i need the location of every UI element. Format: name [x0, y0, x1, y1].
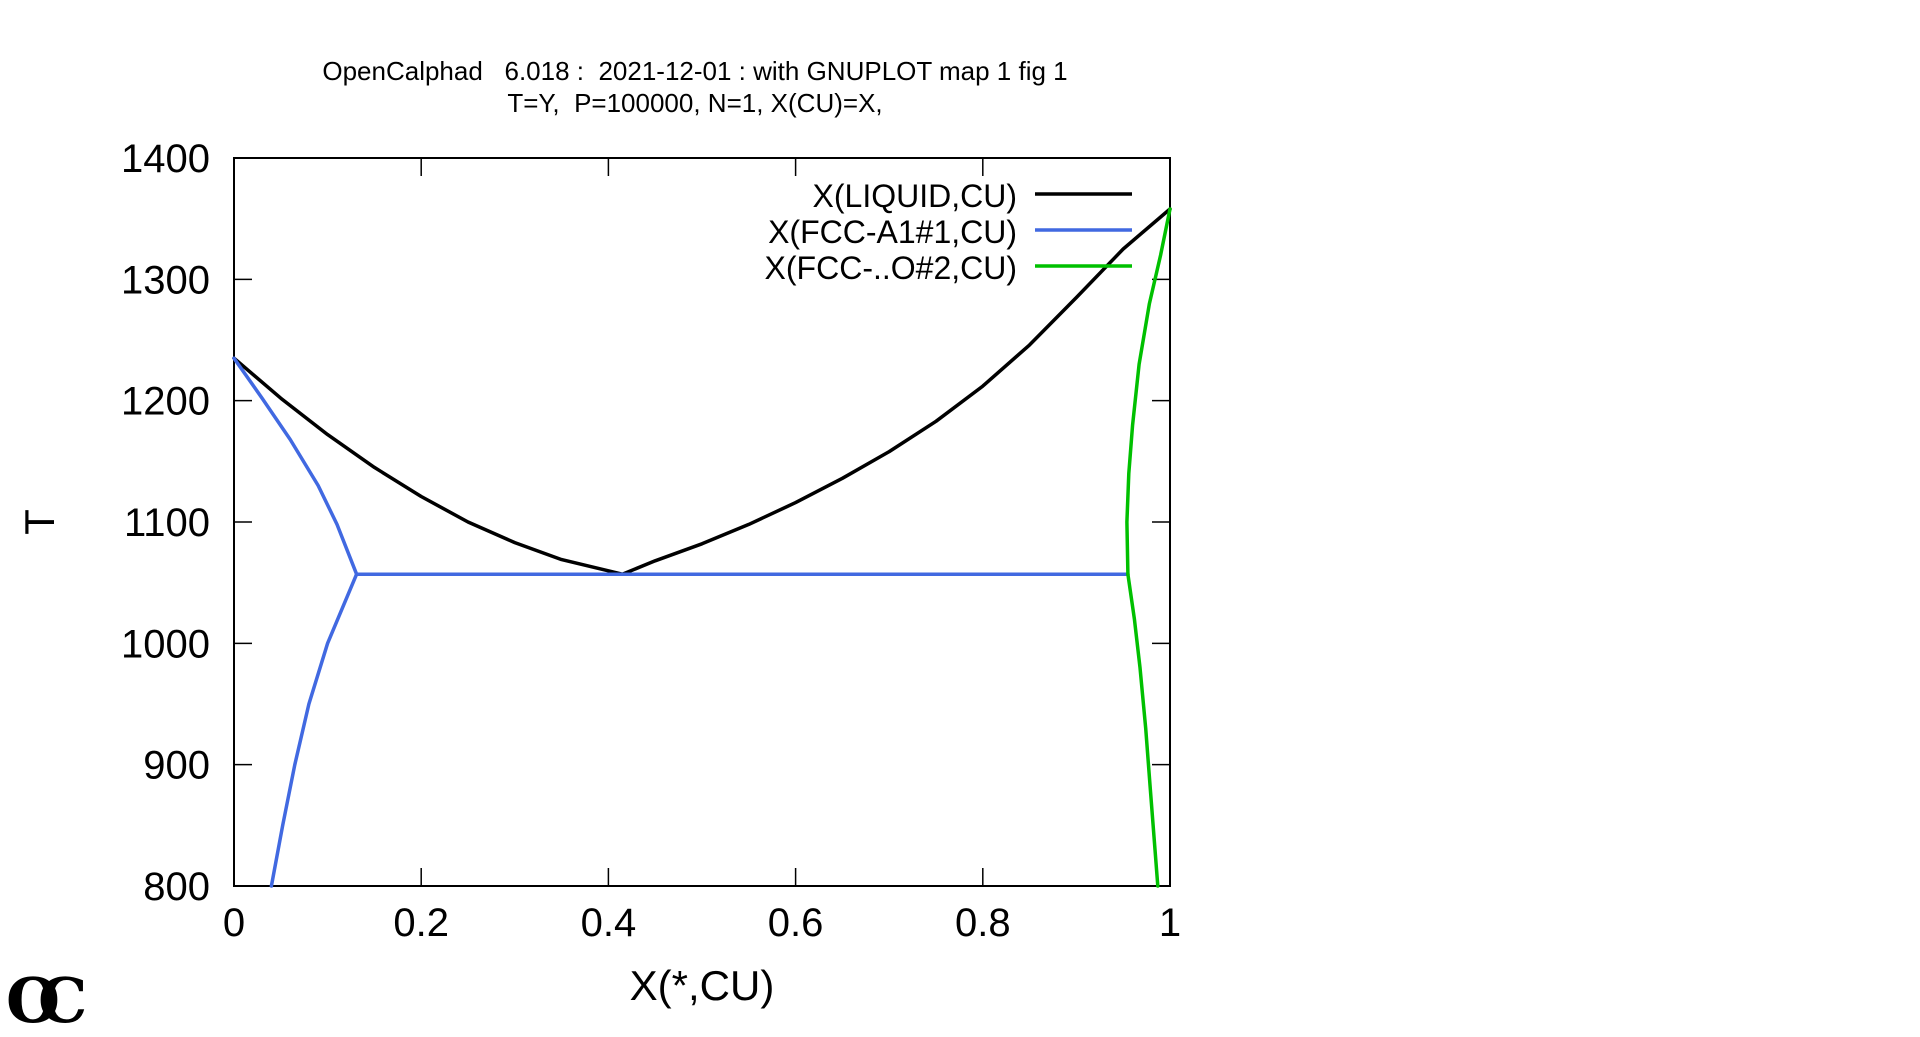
- series-line-3-segment-2: [1126, 572, 1160, 888]
- legend-label-2: X(FCC-A1#1,CU): [768, 214, 1017, 250]
- x-tick-label: 0.4: [581, 901, 637, 945]
- opencalphad-logo: OC: [6, 964, 87, 1037]
- y-tick-label: 1300: [121, 258, 210, 302]
- chart-subtitle: T=Y, P=100000, N=1, X(CU)=X,: [507, 88, 883, 118]
- x-tick-label: 0.2: [393, 901, 449, 945]
- series-line-2-segment-2: [269, 572, 359, 888]
- legend-label-3: X(FCC-..O#2,CU): [765, 250, 1017, 286]
- y-tick-label: 1000: [121, 622, 210, 666]
- x-tick-label: 0.6: [768, 901, 824, 945]
- x-tick-label: 0: [223, 901, 245, 945]
- y-tick-label: 800: [143, 865, 210, 909]
- series-line-1-segment-1: [232, 356, 625, 576]
- y-tick-label: 1400: [121, 137, 210, 181]
- y-axis-label: T: [16, 509, 63, 535]
- legend-label-1: X(LIQUID,CU): [813, 178, 1017, 214]
- chart-title: OpenCalphad 6.018 : 2021-12-01 : with GN…: [322, 56, 1068, 86]
- series-line-2-segment-1: [232, 356, 359, 576]
- x-tick-label: 1: [1159, 901, 1181, 945]
- plot-frame: [233, 157, 1171, 887]
- y-tick-label: 900: [143, 744, 210, 788]
- x-axis-label: X(*,CU): [630, 962, 775, 1009]
- x-tick-label: 0.8: [955, 901, 1011, 945]
- y-tick-label: 1100: [124, 501, 210, 545]
- y-tick-label: 1200: [121, 380, 210, 424]
- series-line-1-segment-2: [620, 207, 1172, 576]
- series-line-3-segment-1: [1125, 207, 1172, 576]
